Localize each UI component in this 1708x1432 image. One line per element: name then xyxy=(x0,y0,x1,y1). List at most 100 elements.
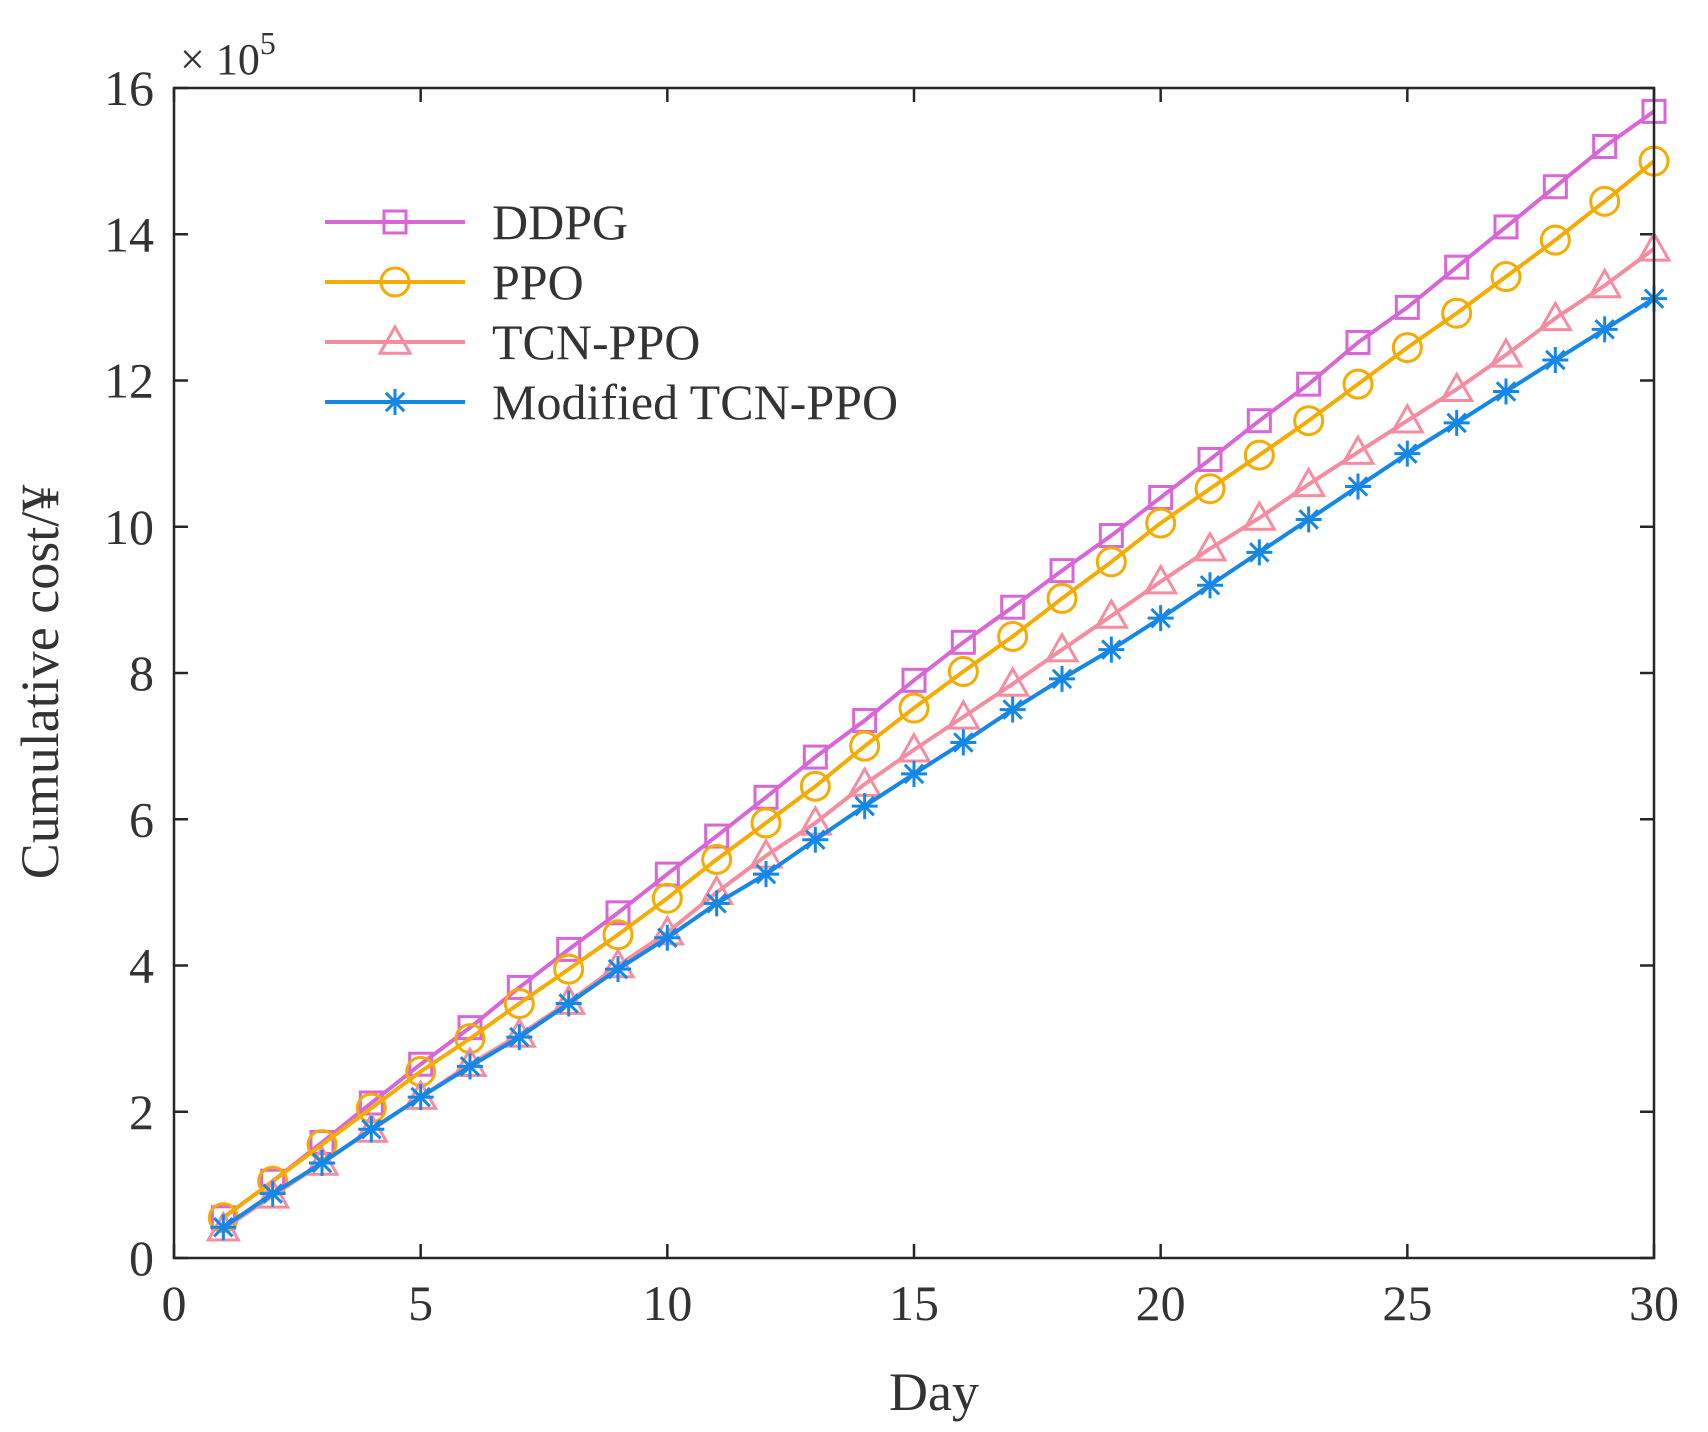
asterisk-stroke xyxy=(1347,476,1369,497)
triangle-marker xyxy=(1439,371,1475,403)
triangle-marker xyxy=(1192,530,1228,562)
asterisk-stroke xyxy=(509,1026,530,1048)
square-marker xyxy=(1049,558,1075,584)
triangle-marker xyxy=(1241,499,1277,531)
x-tick-label: 5 xyxy=(408,1275,433,1331)
asterisk-stroke xyxy=(755,863,777,885)
asterisk-stroke xyxy=(1051,668,1073,690)
plot-frame xyxy=(172,86,1656,1260)
asterisk-marker xyxy=(1197,572,1223,599)
circle-marker xyxy=(1095,546,1127,578)
series-ppo xyxy=(207,145,1670,1234)
circle-marker xyxy=(750,807,782,839)
y-axis-title: Cumulative cost/¥ xyxy=(10,485,70,879)
asterisk-marker xyxy=(1345,473,1371,500)
legend-label: PPO xyxy=(492,254,584,310)
square-marker xyxy=(1493,214,1519,240)
circle-marker xyxy=(849,730,881,762)
asterisk-stroke xyxy=(657,927,678,948)
y-tick-label: 10 xyxy=(104,499,154,555)
asterisk-stroke xyxy=(213,1217,234,1238)
asterisk-marker xyxy=(1394,440,1421,467)
circle-marker xyxy=(651,882,683,914)
asterisk-stroke xyxy=(953,732,974,753)
asterisk-stroke xyxy=(1495,381,1517,402)
asterisk-marker xyxy=(1295,506,1322,533)
asterisk-marker xyxy=(358,1116,385,1143)
asterisk-stroke xyxy=(384,391,406,413)
square-marker xyxy=(1246,408,1272,434)
series-line xyxy=(222,159,1656,1220)
y-exponent-label: × 105 xyxy=(180,25,276,84)
asterisk-marker xyxy=(1493,378,1519,405)
asterisk-stroke xyxy=(410,1086,431,1108)
asterisk-stroke xyxy=(706,893,727,914)
triangle-marker xyxy=(1488,336,1524,368)
legend-label: TCN-PPO xyxy=(492,314,700,370)
asterisk-stroke xyxy=(1002,699,1023,720)
x-tick-label: 25 xyxy=(1382,1275,1432,1331)
asterisk-marker xyxy=(555,990,582,1017)
asterisk-stroke xyxy=(1397,443,1418,464)
legend-item: DDPG xyxy=(325,194,628,250)
legend-label: Modified TCN-PPO xyxy=(492,374,898,430)
circle-marker xyxy=(1145,507,1177,539)
asterisk-marker xyxy=(1098,636,1125,663)
asterisk-marker xyxy=(407,1084,434,1111)
triangle-marker xyxy=(1340,434,1376,465)
square-marker xyxy=(382,209,408,235)
square-marker xyxy=(802,744,828,770)
circle-marker xyxy=(1293,405,1325,437)
asterisk-marker xyxy=(999,696,1026,723)
asterisk-marker xyxy=(802,826,829,853)
circle-marker xyxy=(379,266,411,298)
triangle-marker xyxy=(1537,300,1573,332)
legend-item: Modified TCN-PPO xyxy=(325,374,898,430)
triangle-marker xyxy=(945,698,981,730)
y-exponent-power: 5 xyxy=(260,25,276,61)
series-line xyxy=(222,109,1656,1220)
triangle-marker xyxy=(1389,402,1425,434)
square-marker xyxy=(1542,174,1568,200)
asterisk-marker xyxy=(1542,347,1569,374)
asterisk-stroke xyxy=(1199,574,1221,596)
asterisk-stroke xyxy=(1298,509,1319,530)
circle-marker xyxy=(997,620,1029,652)
triangle-marker xyxy=(1143,563,1179,595)
circle-marker xyxy=(701,843,733,875)
y-tick-label: 6 xyxy=(129,791,154,847)
square-marker xyxy=(556,936,582,962)
asterisk-stroke xyxy=(607,958,629,980)
legend-item: TCN-PPO xyxy=(325,314,700,370)
circle-marker xyxy=(454,1023,486,1055)
square-marker xyxy=(704,823,730,849)
asterisk-marker xyxy=(309,1149,335,1176)
square-marker xyxy=(1592,134,1618,159)
asterisk-marker xyxy=(950,729,977,756)
triangle-marker xyxy=(1291,466,1327,498)
circle-marker xyxy=(1539,224,1571,256)
x-tick-label: 0 xyxy=(162,1275,187,1331)
asterisk-marker xyxy=(210,1214,237,1241)
y-exponent-base: × 10 xyxy=(180,35,260,84)
asterisk-stroke xyxy=(1545,349,1566,371)
triangle-marker xyxy=(1044,631,1080,663)
series-modified-tcn-ppo xyxy=(210,285,1667,1241)
square-marker xyxy=(1000,594,1026,620)
x-axis-title: Day xyxy=(889,1362,979,1422)
series-line xyxy=(222,296,1656,1229)
circle-marker xyxy=(1441,297,1473,329)
square-marker xyxy=(1296,371,1322,397)
x-tick-label: 20 xyxy=(1136,1275,1186,1331)
legend-label: DDPG xyxy=(492,194,628,250)
circle-marker xyxy=(553,953,585,985)
circle-marker xyxy=(898,692,930,724)
circle-marker xyxy=(1342,368,1374,400)
square-marker xyxy=(1197,446,1223,472)
triangle-marker xyxy=(1587,267,1623,299)
square-marker xyxy=(1394,294,1420,320)
circle-marker xyxy=(1589,185,1621,217)
asterisk-marker xyxy=(1049,665,1075,692)
